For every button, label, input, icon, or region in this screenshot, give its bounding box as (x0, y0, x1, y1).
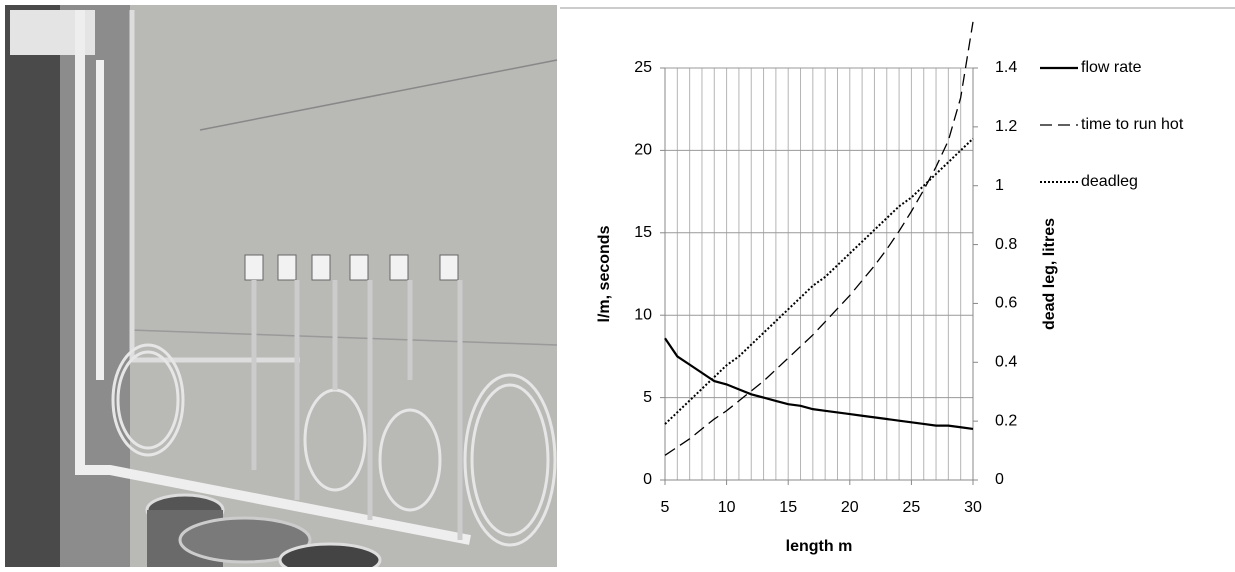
taps (244, 254, 459, 281)
board-seam (129, 329, 558, 346)
x-tick-label: 20 (841, 499, 859, 516)
y-tick-label: 20 (634, 142, 652, 159)
coils (111, 343, 557, 547)
osb-board (130, 5, 557, 567)
y2-tick-label: 1 (995, 177, 1004, 194)
legend-label: flow rate (1081, 59, 1142, 76)
x-tick-label: 25 (903, 499, 921, 516)
y2-tick-label: 0.2 (995, 412, 1017, 429)
photo (5, 5, 558, 572)
x-tick-label: 15 (779, 499, 797, 516)
y2-tick-label: 0.8 (995, 236, 1017, 253)
x-tick-label: 10 (718, 499, 736, 516)
legend-label: time to run hot (1081, 116, 1184, 133)
y-axis-label: l/m, seconds (596, 225, 613, 322)
line (664, 21, 974, 456)
y-tick-label: 0 (643, 471, 652, 488)
y2-tick-label: 0.6 (995, 295, 1017, 312)
tap-pipes (251, 280, 463, 540)
board-seam (199, 59, 558, 131)
left-wall (5, 5, 60, 567)
x-axis-label: length m (786, 538, 853, 555)
y-tick-label: 10 (634, 306, 652, 323)
line (664, 337, 974, 431)
buckets (145, 493, 382, 572)
y2-axis-label: dead leg, litres (1041, 218, 1058, 330)
y2-tick-label: 0.4 (995, 354, 1017, 371)
y2-tick-label: 0 (995, 471, 1004, 488)
y2-tick-label: 1.2 (995, 118, 1017, 135)
y-tick-label: 25 (634, 59, 652, 76)
y-tick-label: 15 (634, 224, 652, 241)
line (664, 137, 974, 425)
y2-tick-label: 1.4 (995, 59, 1017, 76)
y-tick-label: 5 (643, 389, 652, 406)
x-tick-label: 30 (964, 499, 982, 516)
pipe (75, 10, 471, 545)
x-tick-label: 5 (661, 499, 670, 516)
legend-label: deadleg (1081, 173, 1138, 190)
